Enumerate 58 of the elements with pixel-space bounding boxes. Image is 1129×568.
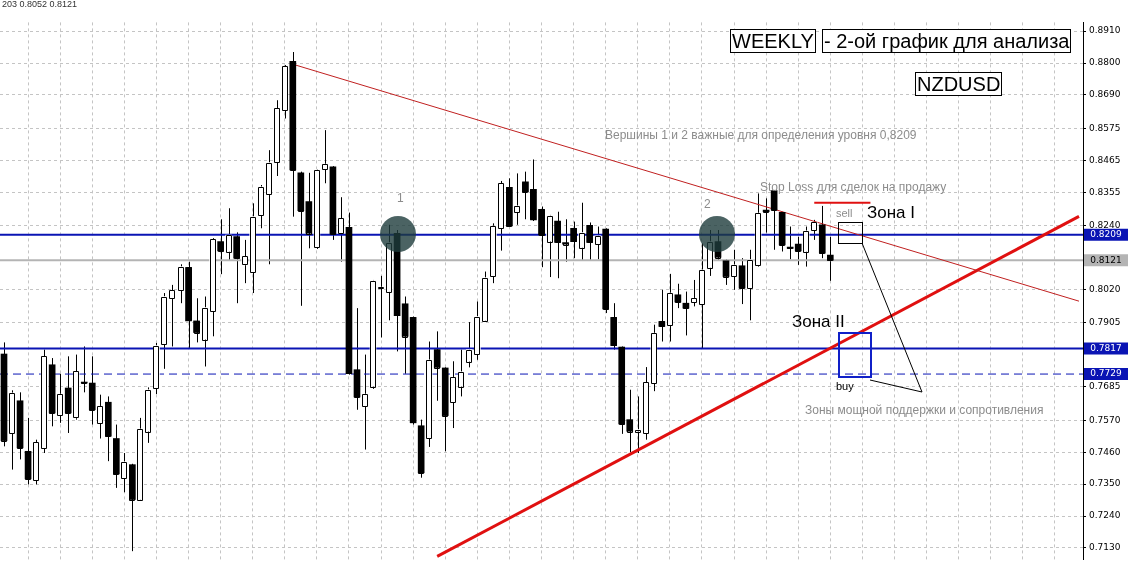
- y-tick-label: 0.8910: [1089, 25, 1121, 36]
- y-tick-label: 0.7460: [1089, 446, 1121, 457]
- ref-line-label: 0.8209: [1090, 229, 1123, 240]
- candlestick: [40, 349, 48, 454]
- candlestick: [818, 205, 826, 259]
- annotation: WEEKLY: [730, 29, 816, 53]
- annotation: 1: [397, 191, 404, 206]
- candlestick: [762, 197, 770, 234]
- ref-line-label: 0.7817: [1090, 342, 1122, 353]
- candlestick: [377, 275, 385, 338]
- y-tick-label: 0.8355: [1089, 186, 1121, 197]
- y-tick-label: 0.8575: [1089, 122, 1121, 133]
- candlestick: [682, 291, 690, 336]
- candlestick: [361, 354, 369, 451]
- candlestick: [674, 283, 682, 309]
- y-tick-label: 0.8800: [1089, 57, 1121, 68]
- annotation: Вершины 1 и 2 важные для определения уровня 0,8209: [605, 128, 917, 143]
- annotation: Зона II: [792, 312, 845, 332]
- candlestick: [754, 192, 762, 268]
- annotation: NZDUSD: [915, 72, 1003, 96]
- annotation: - 2-ой график для анализа: [822, 29, 1072, 53]
- candlestick: [8, 389, 16, 471]
- candlestick: [56, 373, 64, 424]
- y-tick-label: 0.7350: [1089, 478, 1121, 489]
- y-tick-label: 0.7905: [1089, 317, 1121, 328]
- text: 203 0.8052 0.8121: [2, 0, 78, 10]
- candlestick: [738, 257, 746, 305]
- annotation: buy: [836, 380, 854, 393]
- candlestick: [746, 249, 754, 321]
- y-tick-label: 0.8020: [1089, 283, 1121, 294]
- annotation: Stop Loss для сделок на продажу: [760, 180, 947, 195]
- candlestick: [826, 236, 834, 282]
- y-tick-label: 0.8240: [1089, 220, 1121, 231]
- candlestick: [321, 129, 329, 184]
- candlestick: [570, 221, 577, 259]
- candlestick: [353, 307, 361, 411]
- y-tick-label: 0.7685: [1089, 381, 1121, 392]
- candlestick: [730, 249, 738, 291]
- annotation: 2: [704, 197, 711, 212]
- candlestick: [690, 279, 698, 307]
- y-tick-label: 0.7130: [1089, 542, 1121, 553]
- candlestick: [313, 168, 321, 250]
- y-tick-label: 0.8465: [1089, 154, 1121, 165]
- ref-line-label: 0.8121: [1090, 254, 1122, 265]
- y-tick-label: 0.7240: [1089, 510, 1121, 521]
- y-tick-label: 0.8690: [1089, 89, 1121, 100]
- candlestick: [153, 342, 160, 395]
- candlestick: [80, 345, 88, 393]
- candlestick: [337, 196, 345, 263]
- annotation: Зоны мощной поддержки и сопротивления: [805, 403, 1044, 418]
- candlestick: [32, 439, 40, 485]
- candlestick: [658, 289, 666, 343]
- annotation: Зона I: [867, 203, 916, 223]
- candlestick: [24, 417, 32, 485]
- annotation: sell: [836, 207, 853, 220]
- ref-line-label: 0.7729: [1090, 368, 1123, 379]
- candlestick: [48, 357, 56, 427]
- y-tick-label: 0.7570: [1089, 414, 1121, 425]
